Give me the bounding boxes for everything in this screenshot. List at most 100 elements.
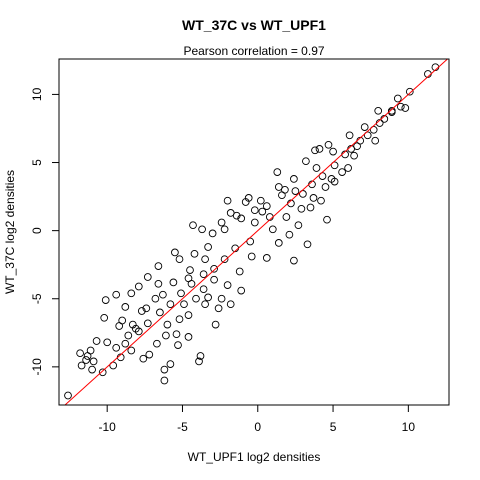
data-point bbox=[256, 196, 265, 205]
data-point bbox=[223, 196, 232, 205]
data-point bbox=[118, 316, 127, 325]
data-point bbox=[64, 391, 72, 400]
data-point bbox=[330, 161, 339, 170]
data-point bbox=[302, 157, 310, 166]
data-point bbox=[204, 243, 212, 251]
data-point bbox=[274, 239, 283, 247]
data-point bbox=[338, 168, 346, 176]
data-point bbox=[160, 365, 169, 374]
data-point bbox=[396, 102, 405, 111]
data-point bbox=[315, 145, 324, 153]
data-point bbox=[327, 175, 336, 183]
data-point bbox=[290, 175, 298, 183]
data-point bbox=[201, 255, 209, 264]
data-point bbox=[159, 290, 167, 299]
data-point bbox=[290, 256, 298, 265]
data-point bbox=[291, 187, 300, 195]
data-point bbox=[142, 304, 151, 313]
data-point bbox=[124, 331, 133, 340]
data-point bbox=[169, 278, 178, 287]
data-point bbox=[217, 218, 226, 227]
data-point bbox=[88, 365, 96, 374]
data-point bbox=[309, 194, 318, 202]
data-point bbox=[321, 183, 330, 191]
data-point bbox=[172, 330, 181, 339]
x-tick-label: 10 bbox=[402, 420, 416, 434]
data-point bbox=[294, 221, 303, 230]
data-point bbox=[184, 333, 193, 341]
data-point bbox=[121, 303, 130, 311]
data-point bbox=[235, 267, 244, 276]
chart-subtitle: Pearson correlation = 0.97 bbox=[183, 44, 324, 58]
data-point bbox=[311, 146, 319, 155]
data-point bbox=[151, 294, 160, 303]
data-point bbox=[285, 230, 294, 239]
plot-frame bbox=[58, 58, 450, 406]
data-point bbox=[401, 104, 410, 112]
data-point bbox=[175, 255, 184, 264]
y-tick-label: 0 bbox=[30, 227, 44, 234]
data-point bbox=[131, 324, 140, 333]
y-tick-label: 10 bbox=[30, 87, 44, 101]
data-point bbox=[210, 264, 218, 273]
data-point bbox=[143, 319, 152, 328]
data-point bbox=[201, 300, 209, 309]
data-point bbox=[345, 131, 354, 140]
data-point bbox=[137, 307, 146, 315]
data-point bbox=[196, 352, 205, 360]
data-point bbox=[121, 339, 130, 348]
data-point bbox=[92, 337, 101, 345]
data-point bbox=[192, 294, 200, 303]
x-tick-label: 0 bbox=[254, 420, 261, 434]
data-point bbox=[195, 357, 203, 366]
data-point bbox=[171, 248, 179, 257]
data-point bbox=[112, 290, 121, 299]
data-point bbox=[163, 320, 172, 329]
data-point bbox=[250, 218, 259, 227]
data-point bbox=[153, 339, 161, 348]
data-point bbox=[324, 140, 333, 149]
data-point bbox=[353, 142, 361, 151]
data-point bbox=[174, 341, 182, 349]
data-point bbox=[220, 255, 229, 264]
data-point bbox=[154, 279, 163, 288]
data-point bbox=[103, 338, 112, 347]
data-point bbox=[166, 300, 175, 309]
data-point bbox=[273, 168, 282, 176]
data-point bbox=[109, 361, 118, 370]
data-point bbox=[89, 357, 98, 366]
data-point bbox=[247, 252, 256, 261]
data-point bbox=[211, 320, 220, 329]
x-tick-label: -5 bbox=[177, 420, 188, 434]
data-point bbox=[350, 151, 358, 160]
data-point bbox=[134, 282, 143, 291]
data-point bbox=[250, 206, 259, 215]
data-point bbox=[162, 331, 170, 340]
data-point bbox=[262, 254, 271, 262]
x-tick-label: 5 bbox=[330, 420, 337, 434]
data-point bbox=[387, 106, 396, 115]
chart-title: WT_37C vs WT_UPF1 bbox=[182, 17, 326, 33]
data-point bbox=[100, 313, 109, 322]
data-point bbox=[217, 294, 226, 303]
data-point bbox=[220, 225, 229, 234]
data-point bbox=[180, 300, 188, 309]
data-point bbox=[262, 202, 271, 210]
data-point bbox=[112, 343, 121, 352]
data-point bbox=[82, 356, 90, 364]
data-point bbox=[274, 183, 283, 191]
data-point bbox=[199, 285, 208, 294]
data-point bbox=[278, 191, 286, 200]
data-point bbox=[323, 215, 331, 224]
data-point bbox=[86, 346, 95, 355]
data-point bbox=[237, 286, 246, 295]
data-point bbox=[226, 300, 235, 309]
data-point bbox=[374, 106, 383, 115]
data-points bbox=[64, 63, 440, 400]
data-point bbox=[306, 203, 315, 212]
data-point bbox=[303, 240, 312, 249]
data-point bbox=[156, 308, 164, 317]
x-axis-label: WT_UPF1 log2 densities bbox=[188, 450, 321, 464]
y-tick-label: -10 bbox=[30, 358, 44, 376]
